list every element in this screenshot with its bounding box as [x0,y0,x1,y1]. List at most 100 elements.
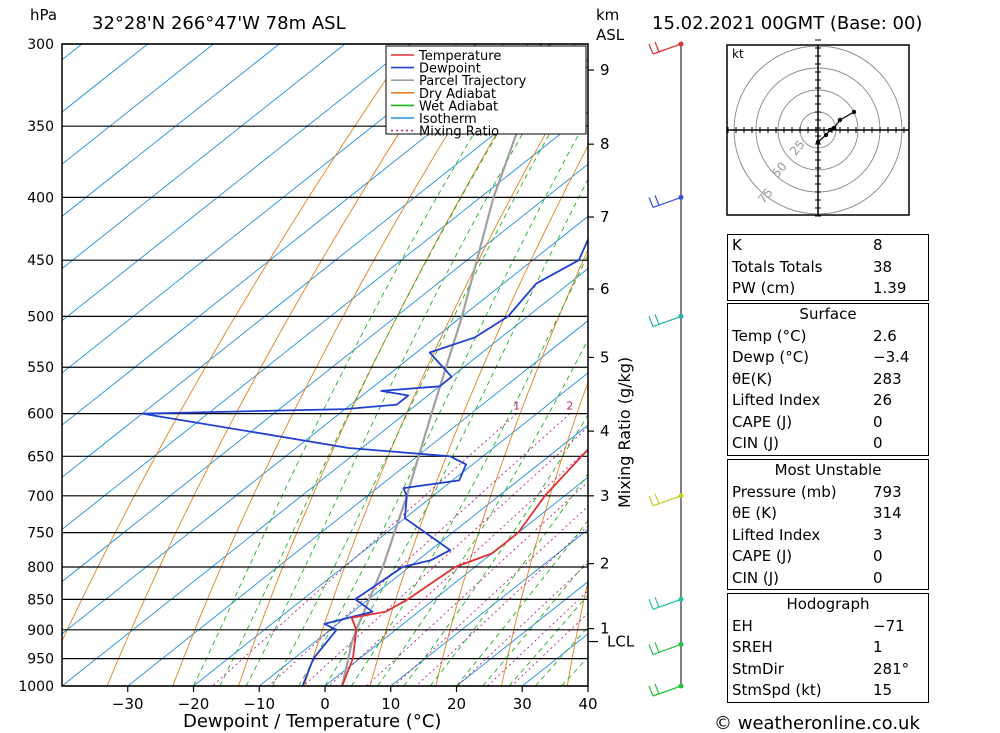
wet-adiabat-line [298,116,588,686]
temperature-tick-label: −30 [112,695,144,713]
wet-adiabat-line [377,338,588,686]
pressure-tick-label: 750 [27,526,54,542]
wind-barb [648,41,682,55]
wet-adiabat-line [272,65,588,686]
isotherm-line [62,59,588,478]
pressure-tick-label: 500 [27,309,54,325]
wind-barb [648,314,682,327]
isotherm-line [62,44,148,113]
mixing-ratio-line [303,426,588,686]
height-tick-label: 8 [600,135,610,153]
pressure-tick-label: 900 [27,623,54,639]
surface-indices-title: Surface [799,305,857,323]
pressure-tick-label: 650 [27,449,54,465]
temperature-tick-label: 40 [578,695,597,713]
mixing-ratio-label: 1 [513,400,520,413]
legend-entry: Dewpoint [419,62,481,77]
most-unstable-indices-row: Lifted Index 3 [728,525,928,547]
index-value: 15 [873,681,893,699]
most-unstable-indices-box: Most Unstable Pressure (mb) 793 θE (K) 314 Li… [727,459,929,590]
index-value: 0 [873,412,883,431]
index-value: 38 [873,257,893,276]
location-title: 32°28'N 266°47'W 78m ASL [92,13,346,34]
asl-unit-label: ASL [596,26,625,44]
lcl-label: LCL [607,633,635,651]
km-unit-label: km [596,6,619,24]
plot-frame [61,43,589,687]
index-label: Totals Totals [732,257,823,276]
mixing-ratio-label: 6 [659,400,666,413]
isotherm-line [259,424,588,686]
wet-adiabat-line [456,519,588,686]
wind-profile [648,41,684,697]
profile-lines: 12346810152025 [141,44,692,686]
pressure-tick-labels: 300 350 400 450 500 550 600 650 700 750 800 850 900 9… [18,37,54,695]
surface-indices-box: Surface Temp (°C) 2.6 Dewp (°C) −3.4 θE(K) 283… [727,303,929,456]
index-label: PW (cm) [732,279,796,297]
hodograph-indices-row: EH −71 [728,616,928,638]
height-tick-label: 6 [600,280,610,298]
isotherm-line [62,267,588,686]
index-value: −3.4 [873,348,910,366]
index-label: SREH [732,638,773,656]
mixing-ratio-line [415,525,588,686]
index-label: CIN (J) [732,568,780,587]
isotherm-line [127,320,588,686]
temperature-tick-label: 10 [381,695,400,713]
credit-link[interactable]: © weatheronline.co.uk [714,713,920,733]
pressure-tick-label: 850 [27,592,54,608]
hodograph-unit: kt [732,47,744,61]
wet-adiabat-line [245,44,576,686]
index-label: StmSpd (kt) [732,681,822,699]
isotherm-line [62,44,543,426]
index-value: 2.6 [873,326,897,345]
legend-entry: Isotherm [419,112,477,127]
most-unstable-indices-row: Pressure (mb) 793 [728,482,928,504]
wet-adiabat-line [403,413,588,686]
index-value: 314 [873,504,902,522]
height-tick-label: 7 [600,208,610,226]
mixing-ratio-line [268,413,571,686]
index-value: 26 [873,391,893,409]
x-axis-label: Dewpoint / Temperature (°C) [183,711,441,732]
index-value: 283 [873,369,902,388]
hodograph-indices-row: StmSpd (kt) 15 [728,680,928,702]
index-value: 281° [873,659,910,678]
index-value: 0 [873,568,883,587]
surface-indices-row: CAPE (J) 0 [728,412,928,434]
wet-adiabat-line [429,472,588,686]
hodograph-point [837,117,843,123]
wind-barb [648,195,682,208]
index-label: CIN (J) [732,434,780,452]
index-label: K [732,236,742,254]
isotherm-line [390,528,588,686]
pressure-tick-label: 800 [27,560,54,576]
index-label: θE(K) [732,369,773,388]
pressure-tick-label: 1000 [18,679,54,695]
height-tick-label: 4 [600,422,610,440]
index-value: 0 [873,547,883,565]
hodograph-indices-row: StmDir 281° [728,659,928,681]
wind-barb [648,683,682,697]
index-label: Dewp (°C) [732,348,810,366]
wind-barb [648,642,682,655]
isotherm-line [62,44,477,374]
isotherm-line [62,44,411,322]
pressure-tick-label: 950 [27,652,54,668]
mixing-ratio-label: 8 [685,400,692,413]
legend-box [385,45,587,135]
index-label: Temp (°C) [732,326,807,345]
temperature-tick-label: −20 [178,695,210,713]
dry-adiabat-line [566,579,588,686]
hodograph-indices-title: Hodograph [786,595,870,613]
index-label: Pressure (mb) [732,482,837,501]
height-tick-label: 3 [600,487,610,505]
most-unstable-indices-row: θE (K) 314 [728,503,928,525]
pressure-tick-label: 400 [27,190,54,206]
surface-indices-row: Dewp (°C) −3.4 [728,347,928,369]
hodograph-point [815,139,821,145]
hodograph-point [851,109,857,115]
height-tick-label: 2 [600,555,610,573]
